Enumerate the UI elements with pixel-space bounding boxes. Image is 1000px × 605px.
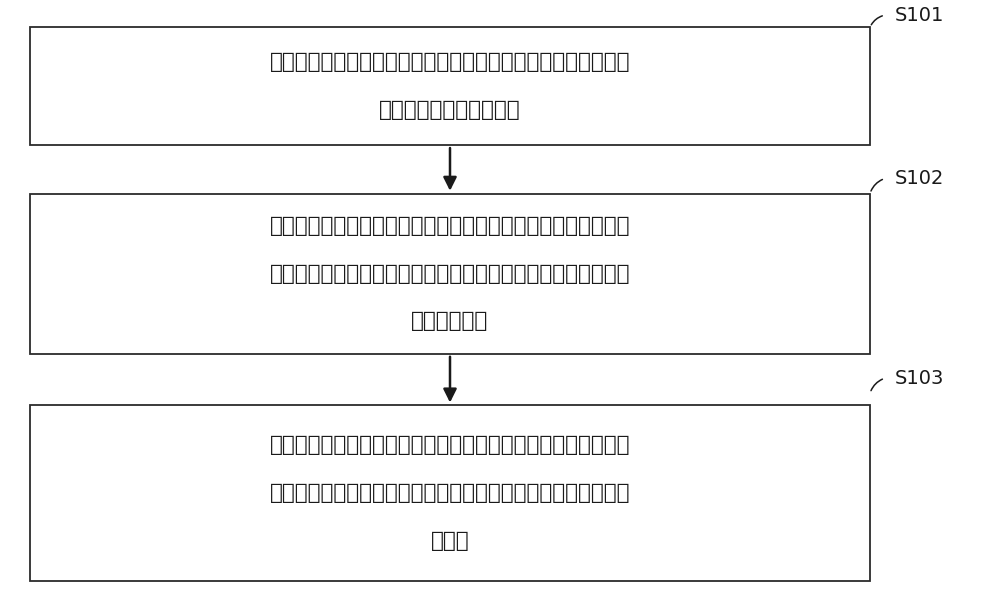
Bar (30, 27, 870, 145)
Text: 接收直流整流站的直流双极的第一工况状态信号、第二工况状态: 接收直流整流站的直流双极的第一工况状态信号、第二工况状态 (270, 53, 630, 73)
Text: S103: S103 (895, 368, 944, 388)
Text: 切除指令信号: 切除指令信号 (411, 312, 489, 332)
Text: 滤波器: 滤波器 (431, 531, 469, 551)
Text: S102: S102 (895, 169, 944, 188)
Text: 信号和第三工况状态信号: 信号和第三工况状态信号 (379, 100, 521, 120)
Text: 行或计算，获得目标信号，根据目标信号切除直流整流站的交流: 行或计算，获得目标信号，根据目标信号切除直流整流站的交流 (270, 483, 630, 503)
Text: 态信号获取第二切除指令信号，根据第三工况状态信号获取第三: 态信号获取第二切除指令信号，根据第三工况状态信号获取第三 (270, 264, 630, 284)
Text: 根据第一工况状态信号获取第一切除指令信号，根据第二工况状: 根据第一工况状态信号获取第一切除指令信号，根据第二工况状 (270, 216, 630, 236)
Text: S101: S101 (895, 5, 944, 25)
Bar (30, 405, 870, 581)
Text: 对第一切除指令信号、第二切除指令信号和第三切除指令信号进: 对第一切除指令信号、第二切除指令信号和第三切除指令信号进 (270, 436, 630, 456)
Bar (30, 194, 870, 354)
